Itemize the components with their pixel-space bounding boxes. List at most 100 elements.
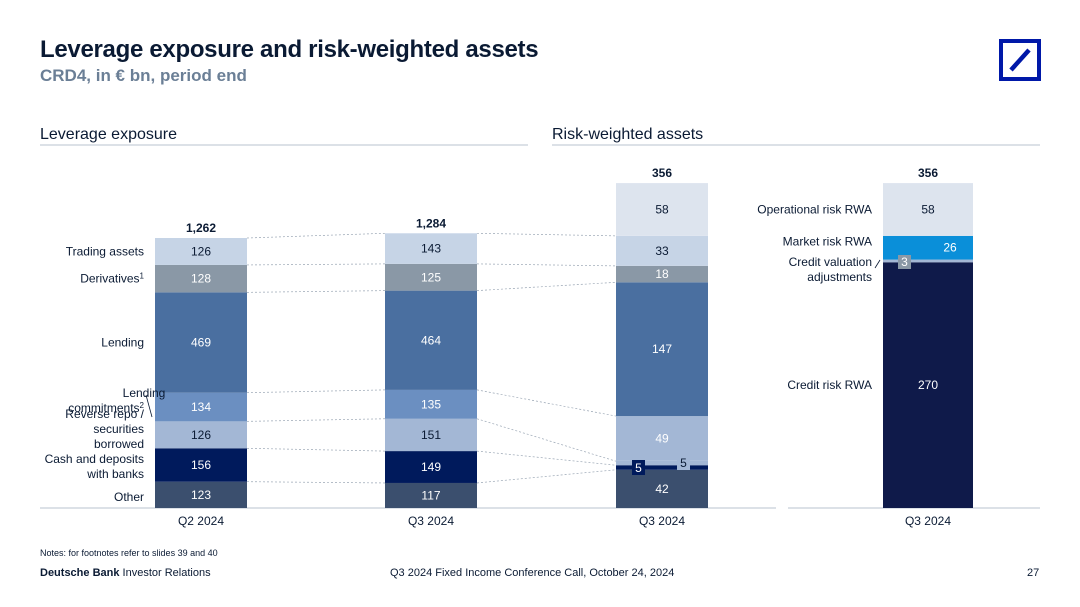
x-tick-label: Q3 2024 [408, 514, 454, 528]
category-label-superscript: 2 [140, 401, 145, 410]
bar-value-label: 149 [421, 460, 441, 474]
x-tick-label: Q2 2024 [178, 514, 224, 528]
bar-value-label: 126 [191, 428, 211, 442]
category-label-text: commitments [68, 401, 139, 415]
bar-segment [883, 262, 973, 508]
bar-value-label: 26 [943, 241, 957, 255]
category-label-superscript: 1 [140, 272, 145, 281]
bar-segment [616, 460, 708, 466]
category-label: borrowed [94, 437, 144, 451]
category-label: Credit risk RWA [787, 378, 872, 392]
bar-value-label: 469 [191, 336, 211, 350]
bar-value-label: 123 [191, 488, 211, 502]
bar-total-label: 1,284 [416, 216, 446, 230]
category-label: Reverse repo / [65, 407, 144, 421]
bar-value-label: 134 [191, 400, 211, 414]
bar-segment [616, 469, 708, 508]
bar-value-label: 49 [655, 431, 669, 445]
bar-segment [616, 465, 708, 470]
connector-line [246, 263, 386, 266]
connector-line [476, 389, 617, 417]
bar-value-label: 156 [191, 458, 211, 472]
bar-value-label: 143 [421, 242, 441, 256]
connector-line [476, 418, 617, 462]
bar-segment [155, 392, 247, 422]
bar-value-label: 135 [421, 397, 441, 411]
bar-value-label: 5 [680, 456, 687, 470]
category-label: Operational risk RWA [757, 202, 872, 216]
label-leader-line [874, 259, 881, 269]
page-subtitle: CRD4, in € bn, period end [40, 66, 247, 85]
connector-line [476, 263, 617, 267]
bar-segment [155, 481, 247, 508]
connector-line [476, 232, 617, 237]
connector-line [246, 290, 386, 293]
page-title: Leverage exposure and risk-weighted asse… [40, 36, 539, 63]
connector-line [476, 469, 617, 484]
category-label-text: Derivatives [80, 272, 139, 286]
callout-box [898, 255, 911, 269]
bar-value-label: 5 [635, 461, 642, 475]
deutsche-bank-logo-icon[interactable] [999, 39, 1041, 81]
bar-segment [616, 265, 708, 283]
category-label: Trading assets [66, 244, 144, 258]
bar-segment [155, 421, 247, 449]
bar-value-label: 126 [191, 244, 211, 258]
category-label: Credit valuation [789, 255, 872, 269]
connector-line [246, 389, 386, 394]
label-leader-line [145, 394, 153, 418]
category-label: Lending [101, 336, 144, 350]
category-label: Derivatives1 [80, 272, 144, 286]
bar-segment [883, 183, 973, 236]
bar-total-label: 356 [918, 166, 938, 180]
bar-segment [616, 183, 708, 236]
bar-segment [155, 292, 247, 393]
bar-value-label: 128 [191, 272, 211, 286]
category-label: securities [93, 422, 144, 436]
bar-segment [616, 282, 708, 417]
bar-segment [385, 451, 477, 483]
category-label: Cash and deposits [45, 452, 144, 466]
connector-line [246, 418, 386, 422]
footnote-text: Notes: for footnotes refer to slides 39 … [40, 548, 218, 558]
callout-box [632, 460, 645, 475]
bar-total-label: 356 [652, 166, 672, 180]
page-number: 27 [1027, 567, 1040, 579]
rwa-heading: Risk-weighted assets [552, 126, 703, 143]
footer-brand-name: Deutsche Bank [40, 567, 120, 579]
bar-value-label: 42 [655, 482, 669, 496]
category-label: Market risk RWA [783, 235, 872, 249]
bar-value-label: 464 [421, 333, 441, 347]
x-tick-label: Q3 2024 [639, 514, 685, 528]
bar-segment [155, 264, 247, 293]
bar-value-label: 147 [652, 342, 672, 356]
x-tick-label: Q3 2024 [905, 514, 951, 528]
category-label: Lending [123, 386, 166, 400]
bar-value-label: 58 [655, 202, 669, 216]
connector-line [476, 281, 617, 291]
bar-value-label: 33 [655, 244, 669, 258]
footer-brand-suffix: Investor Relations [119, 567, 211, 579]
bar-segment [385, 233, 477, 264]
bar-segment [616, 235, 708, 266]
bar-segment [385, 389, 477, 419]
bar-segment [385, 482, 477, 508]
bar-segment [883, 259, 973, 263]
category-label: adjustments [807, 270, 872, 284]
leverage-exposure-heading: Leverage exposure [40, 126, 177, 143]
category-label: with banks [86, 467, 144, 481]
bar-value-label: 125 [421, 270, 441, 284]
bar-total-label: 1,262 [186, 221, 216, 235]
bar-segment [155, 238, 247, 265]
bar-value-label: 151 [421, 428, 441, 442]
category-label: Other [114, 490, 144, 504]
connector-line [476, 450, 617, 466]
bar-segment [616, 416, 708, 461]
bar-value-label: 117 [421, 488, 440, 502]
callout-box [677, 455, 690, 470]
bar-segment [385, 418, 477, 452]
connector-line [246, 232, 386, 239]
category-label: commitments2 [68, 401, 144, 415]
bar-value-label: 3 [901, 255, 908, 269]
bar-value-label: 18 [655, 267, 669, 281]
